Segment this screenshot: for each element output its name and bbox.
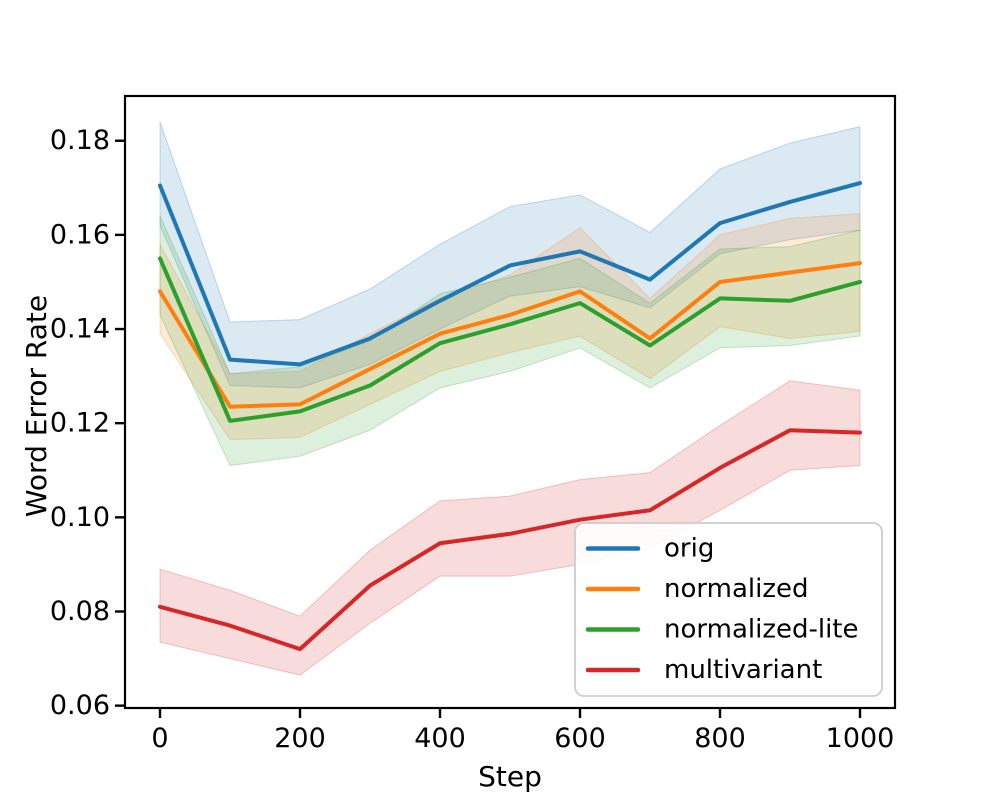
legend-label-normalized-lite: normalized-lite <box>664 615 859 645</box>
band-normalized-lite <box>159 215 861 467</box>
y-axis-label: Word Error Rate <box>20 294 53 518</box>
x-tick-label: 200 <box>274 723 326 754</box>
series-lines <box>158 181 862 652</box>
series-line-multivariant <box>158 428 862 652</box>
legend-label-multivariant: multivariant <box>664 655 822 685</box>
axes-frame <box>123 94 897 710</box>
x-tick-label: 0 <box>151 723 168 754</box>
band-normalized <box>159 213 861 441</box>
legend-box <box>574 522 883 697</box>
y-tick-label: 0.18 <box>50 125 110 156</box>
y-tick-label: 0.08 <box>50 596 110 627</box>
x-tick-label: 600 <box>554 723 606 754</box>
y-tick-label: 0.06 <box>50 690 110 721</box>
band-multivariant <box>159 380 861 676</box>
series-line-normalized <box>158 261 862 409</box>
x-axis-label: Step <box>478 760 542 793</box>
band-orig <box>159 121 861 389</box>
series-line-orig <box>158 181 862 367</box>
x-tick-label: 1000 <box>826 723 895 754</box>
y-tick-label: 0.12 <box>50 408 110 439</box>
x-tick-label: 800 <box>694 723 746 754</box>
confidence-bands <box>159 121 861 676</box>
legend-label-orig: orig <box>664 534 714 564</box>
legend-label-normalized: normalized <box>664 574 808 604</box>
y-tick-label: 0.16 <box>50 219 110 250</box>
y-tick-label: 0.10 <box>50 502 110 533</box>
legend: orig normalized normalized-lite multivarian… <box>574 522 883 697</box>
y-tick-label: 0.14 <box>50 314 110 345</box>
series-line-normalized-lite <box>158 256 862 423</box>
axes: 0 200 400 600 800 1000 0.06 0.08 0.10 0.12 0.14 0.1… <box>50 94 897 754</box>
x-tick-label: 400 <box>414 723 466 754</box>
